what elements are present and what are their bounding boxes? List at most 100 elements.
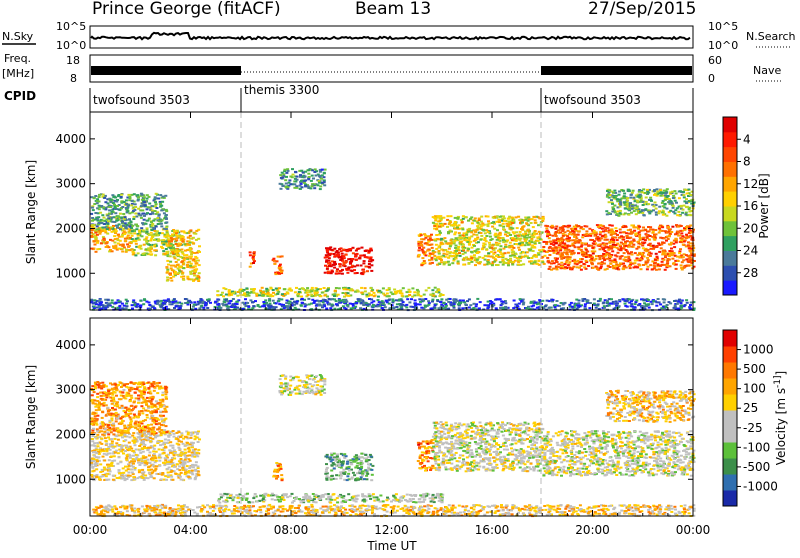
heatmap-cell: [499, 261, 502, 263]
heatmap-cell: [461, 221, 464, 223]
heatmap-cell: [280, 177, 283, 179]
heatmap-cell: [247, 306, 250, 308]
heatmap-cell: [171, 301, 174, 303]
heatmap-cell: [482, 224, 485, 226]
heatmap-cell: [175, 261, 178, 263]
heatmap-cell: [490, 251, 493, 253]
heatmap-cell: [123, 305, 126, 307]
heatmap-cell: [286, 293, 289, 295]
heatmap-cell: [512, 247, 515, 249]
heatmap-cell: [635, 300, 638, 302]
heatmap-cell: [325, 247, 328, 249]
heatmap-cell: [513, 238, 516, 240]
heatmap-cell: [550, 263, 553, 265]
heatmap-cell: [329, 307, 332, 309]
heatmap-cell: [103, 239, 106, 241]
heatmap-cell: [646, 268, 649, 270]
cpid-segment-1: twofsound 3503: [93, 93, 190, 107]
heatmap-cell: [493, 228, 496, 230]
heatmap-cell: [493, 261, 496, 263]
heatmap-cell: [261, 287, 264, 289]
heatmap-cell: [610, 246, 613, 248]
heatmap-cell: [683, 196, 686, 198]
heatmap-cell: [679, 190, 682, 192]
heatmap-cell: [430, 294, 433, 296]
heatmap-cell: [662, 214, 665, 216]
heatmap-cell: [602, 302, 605, 304]
heatmap-cell: [315, 290, 318, 292]
heatmap-cell: [255, 293, 258, 295]
heatmap-cell: [526, 251, 529, 253]
heatmap-cell: [98, 205, 101, 207]
heatmap-cell: [524, 217, 527, 219]
heatmap-cell: [518, 219, 521, 221]
heatmap-cell: [587, 245, 590, 247]
heatmap-cell: [476, 252, 479, 254]
heatmap-cell: [164, 253, 167, 255]
heatmap-cell: [487, 231, 490, 233]
heatmap-cell: [347, 267, 350, 269]
heatmap-cell: [336, 254, 339, 256]
heatmap-cell: [120, 196, 123, 198]
heatmap-cell: [545, 227, 548, 229]
heatmap-cell: [665, 306, 668, 308]
colorbar-tick-label: 20: [743, 221, 758, 235]
heatmap-cell: [253, 292, 256, 294]
heatmap-cell: [406, 291, 409, 293]
heatmap-cell: [487, 259, 490, 261]
heatmap-cell: [675, 193, 678, 195]
heatmap-cell: [606, 196, 609, 198]
heatmap-cell: [623, 195, 626, 197]
heatmap-cell: [156, 302, 159, 304]
heatmap-cell: [470, 257, 473, 259]
heatmap-cell: [642, 227, 645, 229]
heatmap-cell: [509, 242, 512, 244]
heatmap-cell: [684, 189, 687, 191]
heatmap-cell: [673, 240, 676, 242]
heatmap-cell: [556, 238, 559, 240]
heatmap-cell: [364, 290, 367, 292]
heatmap-cell: [473, 240, 476, 242]
heatmap-cell: [188, 256, 191, 258]
heatmap-cell: [131, 225, 134, 227]
heatmap-cell: [575, 299, 578, 301]
heatmap-cell: [511, 251, 514, 253]
heatmap-cell: [331, 304, 334, 306]
heatmap-cell: [146, 220, 149, 222]
heatmap-cell: [162, 250, 165, 252]
heatmap-cell: [386, 289, 389, 291]
heatmap-cell: [253, 251, 256, 253]
heatmap-cell: [484, 232, 487, 234]
heatmap-cell: [473, 254, 476, 256]
heatmap-cell: [564, 225, 567, 227]
heatmap-cell: [454, 247, 457, 249]
heatmap-cell: [617, 248, 620, 250]
heatmap-cell: [607, 193, 610, 195]
heatmap-cell: [228, 291, 231, 293]
heatmap-cell: [592, 242, 595, 244]
heatmap-cell: [151, 225, 154, 227]
heatmap-cell: [216, 304, 219, 306]
heatmap-cell: [515, 231, 518, 233]
heatmap-cell: [638, 303, 641, 305]
heatmap-cell: [645, 234, 648, 236]
heatmap-cell: [142, 253, 145, 255]
heatmap-cell: [478, 307, 481, 309]
heatmap-cell: [186, 264, 189, 266]
heatmap-cell: [311, 175, 314, 177]
heatmap-cell: [600, 237, 603, 239]
heatmap-cell: [359, 307, 362, 309]
heatmap-cell: [488, 244, 491, 246]
heatmap-cell: [286, 300, 289, 302]
heatmap-cell: [427, 239, 430, 241]
heatmap-cell: [438, 295, 441, 297]
heatmap-cell: [446, 251, 449, 253]
heatmap-cell: [335, 303, 338, 305]
heatmap-cell: [652, 247, 655, 249]
heatmap-cell: [277, 291, 280, 293]
heatmap-cell: [122, 213, 125, 215]
heatmap-cell: [605, 246, 608, 248]
heatmap-cell: [128, 212, 131, 214]
heatmap-cell: [432, 222, 435, 224]
heatmap-cell: [107, 299, 110, 301]
